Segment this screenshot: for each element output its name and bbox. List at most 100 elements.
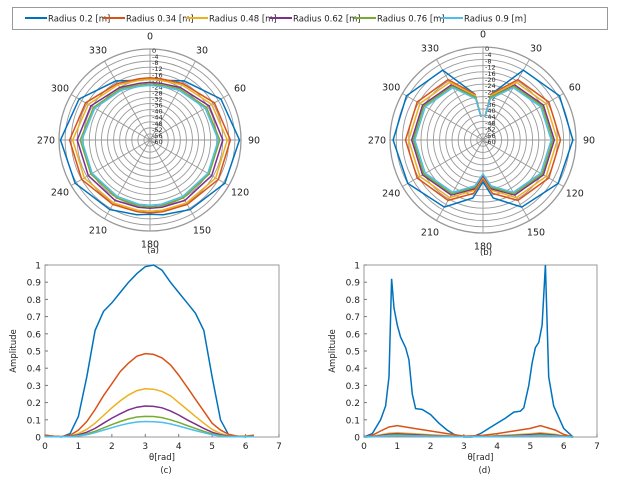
plot-caption: (b) <box>480 248 492 258</box>
angle-tick-label: 210 <box>421 227 439 238</box>
angle-tick-label: 120 <box>231 188 249 199</box>
radial-tick-label: -44 <box>152 114 163 122</box>
y-tick-label: 0.1 <box>346 416 360 426</box>
angle-tick-label: 90 <box>583 136 595 147</box>
legend-label: Radius 0.62 [m] <box>293 15 361 25</box>
radial-tick-label: -40 <box>152 108 163 116</box>
x-tick-label: 3 <box>142 442 148 452</box>
angle-tick-label: 300 <box>51 84 69 95</box>
line-series <box>44 264 255 438</box>
polar-spoke <box>482 139 564 187</box>
polar-series-line <box>404 78 562 202</box>
polar-spoke <box>104 60 151 141</box>
x-axis-label: θ[rad] <box>149 453 175 463</box>
x-tick-label: 7 <box>594 442 600 452</box>
x-tick-label: 6 <box>243 442 249 452</box>
line-plot-d: 0 1 2 3 4 5 6 7 0 0.1 0.2 0.3 0.4 0.5 0.6 0.7 0.8 0.9 1 θ[r… <box>328 262 600 477</box>
x-tick-label: 5 <box>209 442 215 452</box>
radial-tick-label: -36 <box>152 102 163 110</box>
radial-tick-label: -24 <box>485 82 496 90</box>
radial-tick-label: -20 <box>152 77 163 85</box>
angle-tick-label: 180 <box>474 242 492 253</box>
angle-tick-label: 30 <box>530 44 542 55</box>
y-tick-label: 0.2 <box>346 399 360 409</box>
polar-series-line <box>68 77 232 214</box>
line-series <box>44 388 254 438</box>
y-tick-label: 1 <box>35 262 41 272</box>
polar-series-line <box>76 81 224 210</box>
radial-tick-label: -32 <box>152 96 163 104</box>
radial-tick-label: -28 <box>485 88 496 96</box>
plot-axes-box <box>363 264 598 438</box>
y-tick-label: 0.1 <box>27 416 41 426</box>
radial-tick-label: -4 <box>152 53 158 61</box>
radial-tick-label: -56 <box>152 132 163 140</box>
angle-tick-label: 270 <box>37 136 55 147</box>
angle-tick-label: 0 <box>147 32 153 43</box>
polar-series-line <box>81 84 220 206</box>
angle-tick-label: 180 <box>141 240 159 251</box>
y-axis-label: Amplitude <box>9 329 19 373</box>
radial-tick-label: -4 <box>485 51 491 59</box>
polar-series-line <box>392 69 574 208</box>
polar-series-line <box>410 84 556 196</box>
x-tick-label: 2 <box>109 442 115 452</box>
x-tick-label: 1 <box>76 442 82 452</box>
polar-spoke <box>482 59 530 141</box>
y-tick-label: 0.6 <box>346 330 361 340</box>
y-tick-label: 0.7 <box>27 313 41 323</box>
polar-spoke <box>436 139 484 221</box>
angle-tick-label: 240 <box>382 189 400 200</box>
line-series <box>44 420 254 438</box>
y-tick-label: 0.2 <box>27 399 41 409</box>
x-tick-label: 7 <box>276 442 282 452</box>
radial-tick-label: -48 <box>485 119 496 127</box>
legend-label: Radius 0.48 [m] <box>209 15 277 25</box>
polar-spoke <box>149 139 196 220</box>
line-series <box>44 352 254 438</box>
polar-spoke <box>402 139 484 187</box>
line-series <box>44 405 254 438</box>
legend-box <box>12 7 608 30</box>
angle-tick-label: 60 <box>569 83 581 94</box>
radial-tick-label: -8 <box>152 59 158 67</box>
legend-label: Radius 0.2 [m] <box>48 15 110 25</box>
polar-series-line <box>414 86 552 194</box>
y-tick-label: 0.9 <box>346 279 361 289</box>
y-axis-label: Amplitude <box>328 329 338 373</box>
radial-tick-label: -60 <box>485 138 496 146</box>
angle-tick-label: 330 <box>421 44 439 55</box>
y-tick-label: 0.9 <box>27 279 42 289</box>
radial-tick-label: -24 <box>152 83 163 91</box>
x-tick-label: 5 <box>528 442 534 452</box>
legend-label: Radius 0.76 [m] <box>377 15 445 25</box>
polar-spoke <box>70 94 151 141</box>
angle-tick-label: 0 <box>480 30 486 41</box>
polar-spoke <box>104 139 151 220</box>
angle-tick-label: 210 <box>89 226 107 237</box>
line-plot-c: 0 1 2 3 4 5 6 7 0 0.1 0.2 0.3 0.4 0.5 0.6 0.7 0.8 0.9 1 θ[r… <box>9 262 282 477</box>
polar-spoke <box>482 93 564 141</box>
radial-tick-label: -36 <box>485 101 496 109</box>
radial-tick-label: -40 <box>485 107 496 115</box>
angle-tick-label: 90 <box>248 136 260 147</box>
radial-tick-label: -52 <box>485 126 496 134</box>
radial-tick-label: 0 <box>152 47 156 55</box>
polar-spoke <box>402 93 484 141</box>
y-tick-label: 0.4 <box>27 365 42 375</box>
y-tick-label: 0.5 <box>346 348 360 358</box>
radial-tick-label: -16 <box>485 70 496 78</box>
x-tick-label: 1 <box>394 442 400 452</box>
legend: Radius 0.2 [m] Radius 0.34 [m] Radius 0.48… <box>12 7 608 30</box>
angle-tick-label: 30 <box>196 45 208 56</box>
angle-tick-label: 240 <box>51 188 69 199</box>
polar-series-line <box>407 81 559 199</box>
radial-tick-label: 0 <box>485 45 489 53</box>
x-tick-label: 0 <box>361 442 367 452</box>
legend-label: Radius 0.9 [m] <box>464 15 526 25</box>
angle-tick-label: 120 <box>566 189 584 200</box>
polar-spoke <box>149 60 196 141</box>
